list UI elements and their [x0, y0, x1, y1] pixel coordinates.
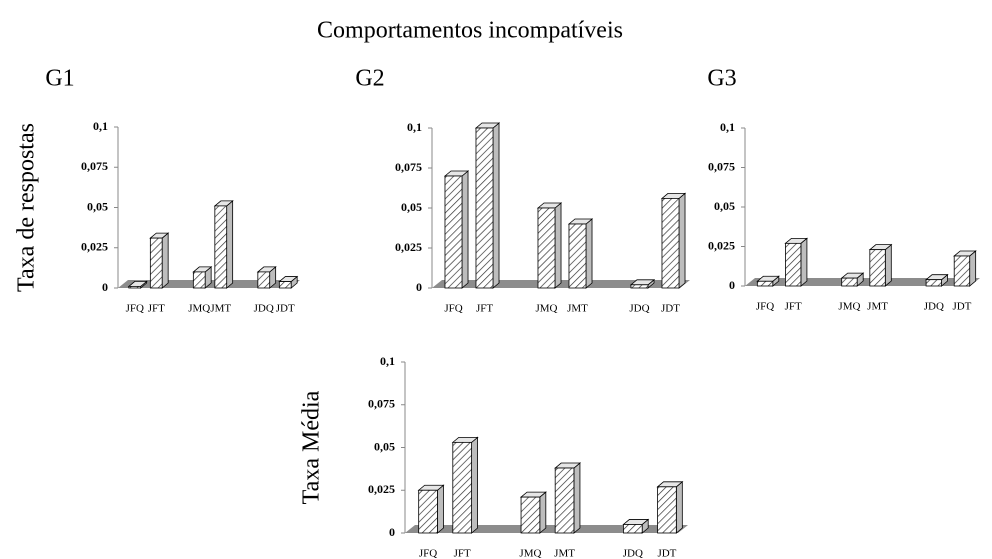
y-tick-label: 0 — [416, 280, 422, 294]
y-tick-label: 0,075 — [395, 160, 422, 174]
bar — [661, 197, 680, 289]
bar — [841, 277, 858, 287]
chart-title: G2 — [355, 66, 384, 92]
x-tick-label: JDT — [657, 548, 676, 559]
bar — [869, 249, 886, 287]
y-tick-label: 0 — [102, 280, 108, 294]
bar — [452, 441, 472, 534]
x-tick-label: JFQ — [756, 301, 774, 313]
x-tick-label: JMQ — [535, 303, 557, 315]
bar — [756, 280, 774, 287]
x-tick-label: JMT — [210, 303, 231, 315]
x-tick-label: JDT — [952, 301, 971, 313]
bar — [785, 242, 802, 287]
y-tick-label: 0,025 — [708, 238, 735, 252]
x-tick-label: JFT — [148, 303, 165, 315]
y-tick-label: 0 — [729, 278, 735, 292]
x-tick-label: JDT — [276, 303, 295, 315]
y-tick-label: 0,05 — [374, 439, 395, 453]
y-tick-label: 0,1 — [407, 120, 422, 134]
chart-title: G1 — [45, 66, 74, 92]
bar — [418, 489, 438, 534]
bar-side — [573, 462, 581, 534]
bar-side — [554, 202, 562, 289]
y-tick-label: 0,025 — [395, 240, 422, 254]
x-tick-label: JDQ — [623, 548, 643, 559]
bar — [953, 255, 971, 287]
x-tick-label: JMQ — [188, 303, 210, 315]
y-tick-label: 0,075 — [708, 159, 735, 173]
bar-side — [678, 192, 686, 289]
bar — [214, 205, 228, 289]
bar-side — [800, 237, 808, 287]
bar — [257, 271, 271, 289]
y-tick-label: 0,05 — [87, 199, 108, 213]
bar — [278, 281, 292, 289]
y-axis-label: Taxa Média — [299, 390, 325, 504]
bar-side — [437, 484, 444, 534]
bar-side — [471, 436, 478, 534]
x-tick-label: JDQ — [254, 303, 274, 315]
bar — [657, 486, 677, 534]
bar — [444, 175, 463, 289]
bar — [630, 284, 649, 289]
bar-side — [461, 170, 469, 289]
x-tick-label: JDQ — [629, 303, 649, 315]
x-tick-label: JFQ — [126, 303, 144, 315]
y-tick-label: 0,1 — [93, 119, 108, 133]
bar — [128, 285, 142, 289]
bar — [537, 207, 556, 289]
x-tick-label: JMT — [867, 301, 888, 313]
bar — [554, 467, 575, 534]
figure-title: Comportamentos incompatíveis — [317, 18, 623, 44]
x-tick-label: JMT — [567, 303, 588, 315]
y-tick-label: 0,1 — [380, 354, 395, 368]
bar-side — [884, 243, 892, 287]
y-tick-label: 0,025 — [81, 240, 108, 254]
bar-side — [226, 200, 234, 289]
y-tick-label: 0,025 — [368, 482, 395, 496]
bar — [568, 223, 587, 289]
x-tick-label: JDQ — [924, 301, 944, 313]
x-tick-label: JMQ — [838, 301, 860, 313]
y-tick-label: 0,1 — [720, 120, 735, 134]
bar — [149, 237, 163, 289]
bar-side — [585, 218, 593, 289]
bar — [520, 496, 541, 534]
x-tick-label: JFQ — [419, 548, 437, 559]
y-axis-label: Taxa de respostas — [14, 123, 40, 292]
y-tick-label: 0,05 — [714, 199, 735, 213]
y-tick-label: 0,075 — [81, 159, 108, 173]
bar — [192, 271, 206, 289]
x-tick-label: JFT — [785, 301, 802, 313]
bar — [925, 279, 942, 287]
y-tick-label: 0,05 — [401, 200, 422, 214]
bar — [475, 127, 494, 289]
chart-title: G3 — [707, 66, 736, 92]
bar-side — [969, 250, 977, 287]
x-tick-label: JFT — [454, 548, 471, 559]
y-tick-label: 0,075 — [368, 397, 395, 411]
x-tick-label: JFQ — [444, 303, 462, 315]
bar-side — [161, 232, 169, 289]
x-tick-label: JMQ — [519, 548, 541, 559]
x-tick-label: JFT — [476, 303, 493, 315]
bar-side — [492, 122, 500, 289]
y-tick-label: 0 — [389, 525, 395, 539]
bar-side — [539, 491, 547, 534]
x-tick-label: JMT — [554, 548, 575, 559]
bar-side — [675, 480, 683, 534]
bar — [623, 524, 643, 534]
x-tick-label: JDT — [661, 303, 680, 315]
